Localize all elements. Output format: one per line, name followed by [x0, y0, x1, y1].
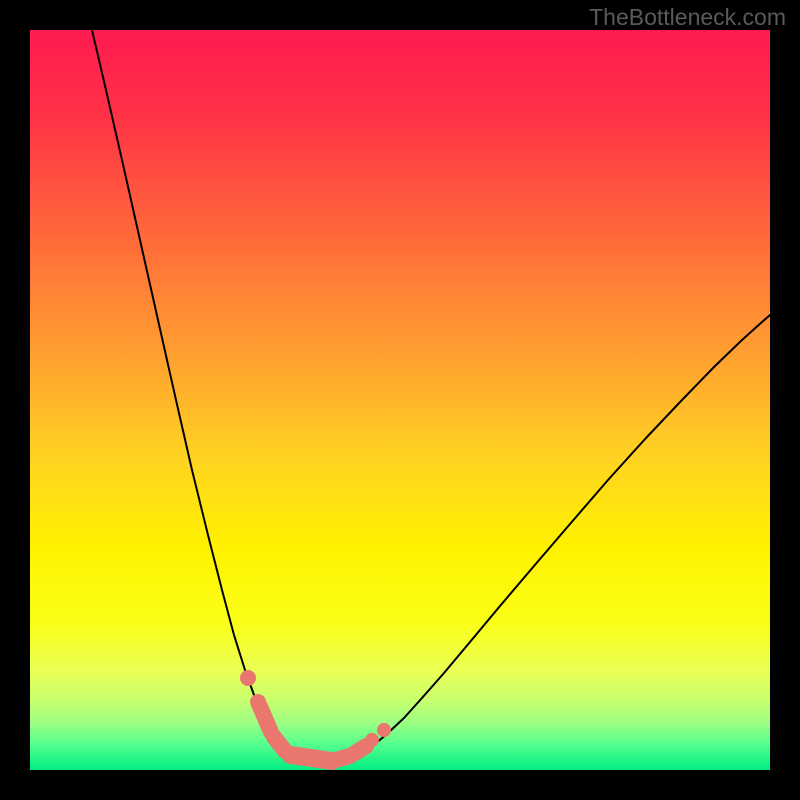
watermark-text: TheBottleneck.com — [589, 4, 786, 31]
bottleneck-curve — [30, 30, 770, 770]
plot-area — [30, 30, 770, 770]
